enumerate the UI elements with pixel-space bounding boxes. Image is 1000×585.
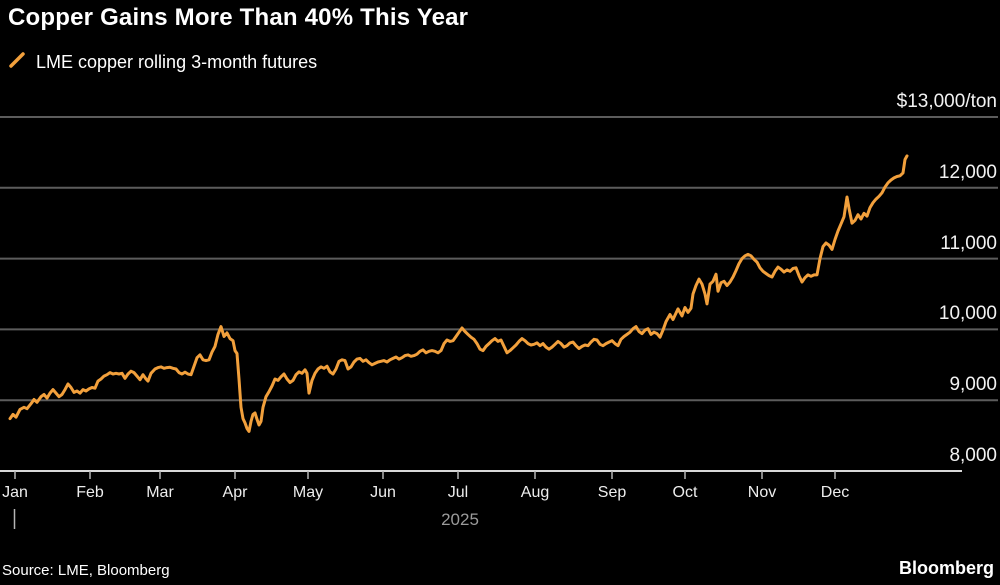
- x-axis-label: Nov: [747, 484, 777, 501]
- x-axis-label: Jul: [447, 484, 469, 501]
- y-axis-label: 11,000: [940, 232, 997, 254]
- chart-title: Copper Gains More Than 40% This Year: [8, 4, 469, 31]
- x-axis-label: Sep: [597, 484, 627, 501]
- x-axis-label: Dec: [820, 484, 850, 501]
- x-axis-label: Oct: [672, 484, 698, 501]
- x-axis-label: Mar: [146, 484, 174, 501]
- legend-label: LME copper rolling 3-month futures: [36, 52, 318, 72]
- y-axis-label: 8,000: [949, 445, 997, 466]
- y-axis-label: 12,000: [938, 161, 997, 183]
- source-note: Source: LME, Bloomberg: [2, 562, 170, 579]
- y-axis-label: $13,000/ton: [896, 91, 997, 112]
- y-axis-label: 9,000: [949, 374, 997, 396]
- x-axis-label: Jun: [370, 484, 396, 501]
- legend: LME copper rolling 3-month futures: [8, 51, 317, 74]
- y-axis-label: 10,000: [938, 303, 997, 325]
- x-axis-label: Apr: [222, 484, 248, 501]
- x-axis-label: May: [292, 484, 324, 501]
- x-axis-label: Feb: [76, 484, 104, 501]
- legend-marker-icon: [8, 51, 26, 74]
- x-axis-label: Jan: [2, 484, 28, 501]
- x-axis-year-label: 2025: [441, 510, 479, 529]
- price-line: [8, 154, 909, 433]
- bloomberg-logo: Bloomberg: [898, 558, 994, 578]
- x-axis-label: Aug: [520, 484, 550, 501]
